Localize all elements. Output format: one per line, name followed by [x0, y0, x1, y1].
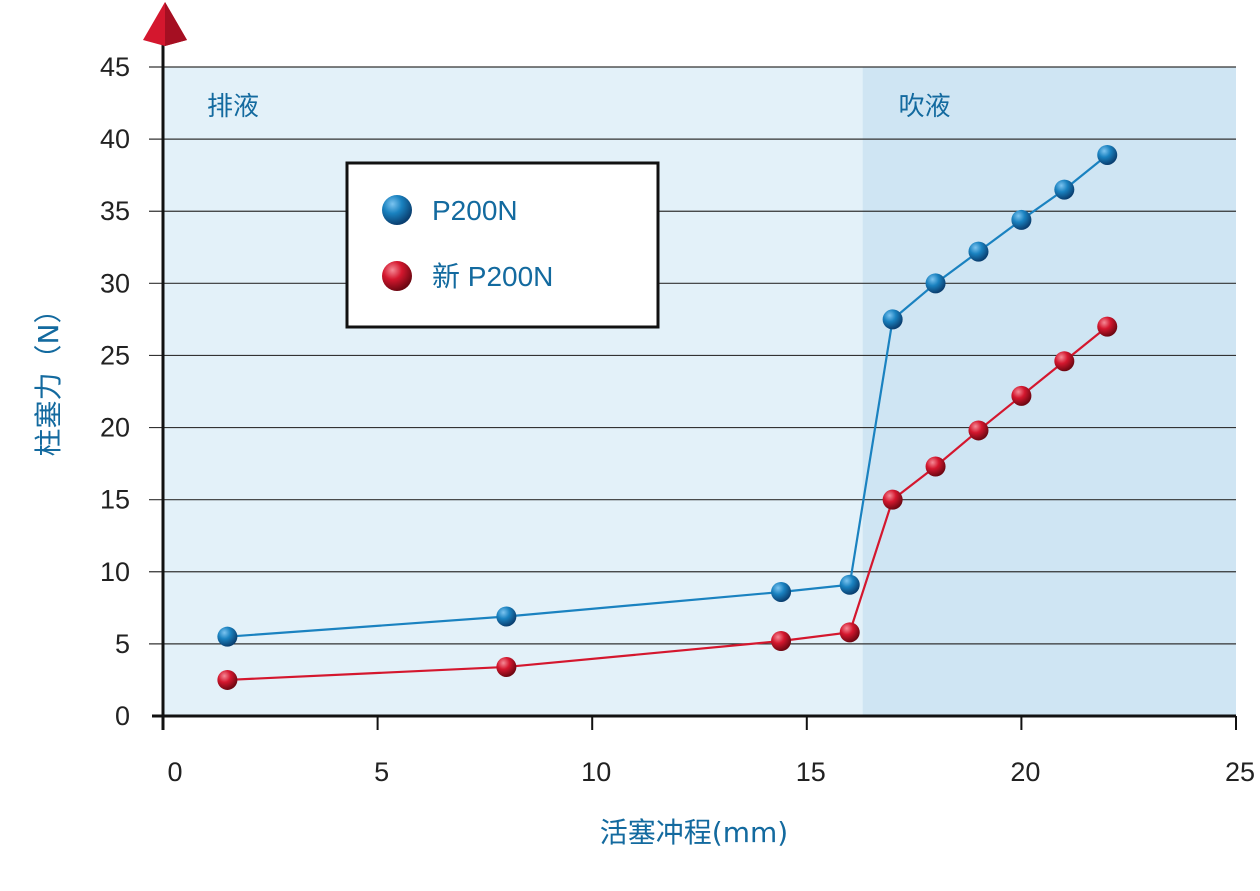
series-1-point-2	[771, 631, 792, 652]
series-0-point-5	[925, 273, 946, 294]
series-layer	[217, 144, 1118, 690]
series-line-1	[227, 325, 1108, 682]
x-tick-label-5: 5	[374, 757, 389, 787]
plot-regions	[163, 67, 1236, 716]
region-label-discharge: 排液	[207, 92, 259, 122]
region-label-blowout: 吹液	[899, 92, 951, 122]
series-0-point-3	[839, 574, 860, 595]
series-1-point-8	[1054, 351, 1075, 372]
series-1-point-7	[1011, 385, 1032, 406]
legend-box	[345, 161, 660, 329]
series-0-point-2	[771, 581, 792, 602]
series-1-point-5	[925, 456, 946, 477]
y-tick-label-10: 10	[100, 557, 130, 587]
x-tick-label-25: 25	[1225, 757, 1255, 787]
grid-lines	[149, 66, 1236, 645]
series-1-point-6	[968, 420, 989, 441]
y-tick-label-0: 0	[115, 701, 130, 731]
y-tick-label-5: 5	[115, 629, 130, 659]
series-0-point-8	[1054, 179, 1075, 200]
series-1-point-3	[839, 622, 860, 643]
region-band-1	[862, 67, 1236, 716]
x-tick-label-10: 10	[581, 757, 611, 787]
legend: P200N 新 P200N	[345, 161, 660, 329]
series-0-point-4	[882, 309, 903, 330]
series-1-point-4	[882, 489, 903, 510]
x-tick-label-20: 20	[1010, 757, 1040, 787]
series-1-point-9	[1097, 316, 1118, 337]
y-axis-arrow-shade	[165, 2, 187, 46]
y-tick-label-25: 25	[100, 340, 130, 370]
legend-marker-p200n	[382, 195, 412, 225]
series-1-point-1	[496, 656, 517, 677]
y-tick-label-15: 15	[100, 485, 130, 515]
series-0-point-0	[217, 626, 238, 647]
axis-tick-labels: 0 5 10 15 20 25 30 35 40 45 0 5 10 15 20 25	[100, 52, 1255, 787]
y-tick-label-30: 30	[100, 268, 130, 298]
x-axis-title: 活塞冲程(mm)	[600, 816, 788, 849]
series-0-point-1	[496, 606, 517, 627]
series-0-point-9	[1097, 144, 1118, 165]
series-line-0	[227, 154, 1108, 638]
y-tick-label-35: 35	[100, 196, 130, 226]
legend-label-new-p200n: 新 P200N	[432, 261, 553, 292]
y-tick-label-40: 40	[100, 124, 130, 154]
x-tick-label-0: 0	[167, 757, 182, 787]
legend-label-p200n: P200N	[432, 195, 518, 226]
axis-ticks	[162, 716, 1237, 730]
x-tick-label-15: 15	[796, 757, 826, 787]
legend-marker-new-p200n	[382, 261, 412, 291]
series-0-point-6	[968, 241, 989, 262]
y-tick-label-20: 20	[100, 413, 130, 443]
y-axis-title: 柱塞力（N）	[32, 296, 65, 457]
series-0-point-7	[1011, 209, 1032, 230]
y-tick-label-45: 45	[100, 52, 130, 82]
series-1-point-0	[217, 669, 238, 690]
